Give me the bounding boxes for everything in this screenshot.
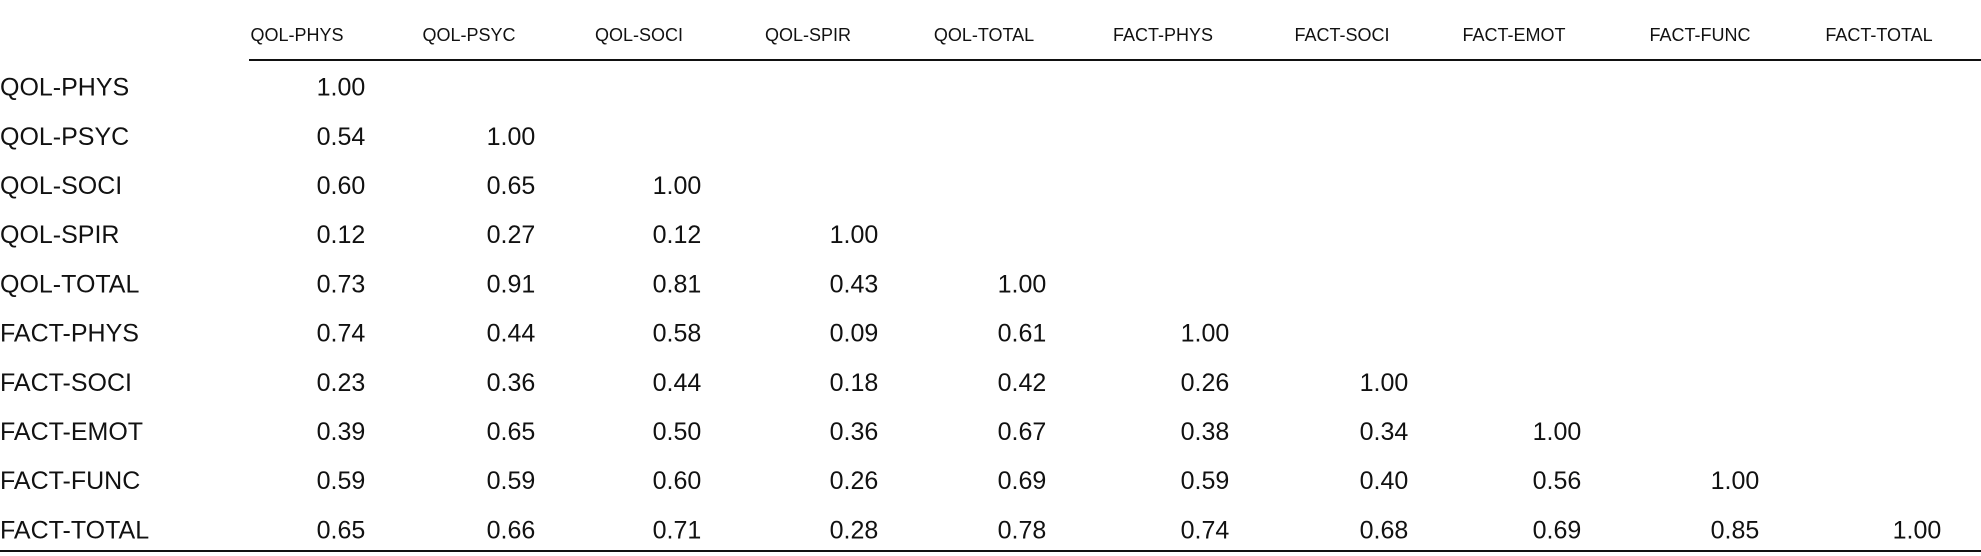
cell-value: 1.00 xyxy=(653,172,702,200)
cell-value: 0.68 xyxy=(1360,516,1409,544)
column-header: FACT-EMOT xyxy=(1463,25,1566,45)
cell-value: 0.66 xyxy=(487,516,536,544)
column-header: FACT-TOTAL xyxy=(1825,25,1932,45)
cell-value: 1.00 xyxy=(830,221,879,249)
row-label: QOL-PSYC xyxy=(0,123,129,151)
cell-value: 0.28 xyxy=(830,516,879,544)
cell-value: 0.18 xyxy=(830,369,879,397)
column-header: QOL-TOTAL xyxy=(934,25,1034,45)
cell-value: 0.73 xyxy=(317,270,366,298)
row-label: FACT-FUNC xyxy=(0,467,140,495)
cell-value: 0.78 xyxy=(998,516,1047,544)
cell-value: 0.39 xyxy=(317,418,366,446)
cell-value: 0.81 xyxy=(653,270,702,298)
column-header: QOL-SOCI xyxy=(595,25,683,45)
cell-value: 0.36 xyxy=(830,418,879,446)
cell-value: 0.58 xyxy=(653,320,702,348)
row-label: FACT-PHYS xyxy=(0,320,139,348)
cell-value: 0.09 xyxy=(830,320,879,348)
row-label: FACT-EMOT xyxy=(0,418,143,446)
cell-value: 0.27 xyxy=(487,221,536,249)
cell-value: 0.56 xyxy=(1533,467,1582,495)
cell-value: 0.61 xyxy=(998,320,1047,348)
row-label: FACT-SOCI xyxy=(0,369,132,397)
cell-value: 0.50 xyxy=(653,418,702,446)
cell-value: 0.26 xyxy=(1181,369,1230,397)
column-header: QOL-PSYC xyxy=(422,25,515,45)
cell-value: 0.69 xyxy=(998,467,1047,495)
cell-value: 0.60 xyxy=(317,172,366,200)
cell-value: 1.00 xyxy=(1533,418,1582,446)
cell-value: 0.26 xyxy=(830,467,879,495)
cell-value: 0.36 xyxy=(487,369,536,397)
cell-value: 0.65 xyxy=(317,516,366,544)
cell-value: 0.44 xyxy=(653,369,702,397)
column-header: FACT-FUNC xyxy=(1650,25,1751,45)
row-label: QOL-TOTAL xyxy=(0,270,139,298)
cell-value: 0.74 xyxy=(317,320,366,348)
cell-value: 0.65 xyxy=(487,172,536,200)
cell-value: 0.60 xyxy=(653,467,702,495)
cell-value: 0.54 xyxy=(317,123,366,151)
cell-value: 0.42 xyxy=(998,369,1047,397)
cell-value: 1.00 xyxy=(1181,320,1230,348)
row-label: FACT-TOTAL xyxy=(0,516,149,544)
column-header: QOL-SPIR xyxy=(765,25,851,45)
row-label: QOL-PHYS xyxy=(0,74,129,102)
cell-value: 0.23 xyxy=(317,369,366,397)
cell-value: 1.00 xyxy=(487,123,536,151)
cell-value: 0.12 xyxy=(317,221,366,249)
column-header: QOL-PHYS xyxy=(250,25,343,45)
cell-value: 0.71 xyxy=(653,516,702,544)
cell-value: 0.44 xyxy=(487,320,536,348)
cell-value: 0.91 xyxy=(487,270,536,298)
column-header: FACT-PHYS xyxy=(1113,25,1213,45)
cell-value: 0.65 xyxy=(487,418,536,446)
cell-value: 0.38 xyxy=(1181,418,1230,446)
cell-value: 0.59 xyxy=(1181,467,1230,495)
cell-value: 0.85 xyxy=(1711,516,1760,544)
cell-value: 0.59 xyxy=(317,467,366,495)
cell-value: 0.12 xyxy=(653,221,702,249)
cell-value: 0.69 xyxy=(1533,516,1582,544)
row-label: QOL-SPIR xyxy=(0,221,119,249)
cell-value: 0.43 xyxy=(830,270,879,298)
cell-value: 0.59 xyxy=(487,467,536,495)
cell-value: 1.00 xyxy=(317,74,366,102)
cell-value: 0.74 xyxy=(1181,516,1230,544)
cell-value: 0.40 xyxy=(1360,467,1409,495)
cell-value: 0.67 xyxy=(998,418,1047,446)
row-label: QOL-SOCI xyxy=(0,172,122,200)
column-header: FACT-SOCI xyxy=(1294,25,1389,45)
cell-value: 1.00 xyxy=(1893,516,1942,544)
cell-value: 1.00 xyxy=(1360,369,1409,397)
cell-value: 0.34 xyxy=(1360,418,1409,446)
cell-value: 1.00 xyxy=(1711,467,1760,495)
cell-value: 1.00 xyxy=(998,270,1047,298)
